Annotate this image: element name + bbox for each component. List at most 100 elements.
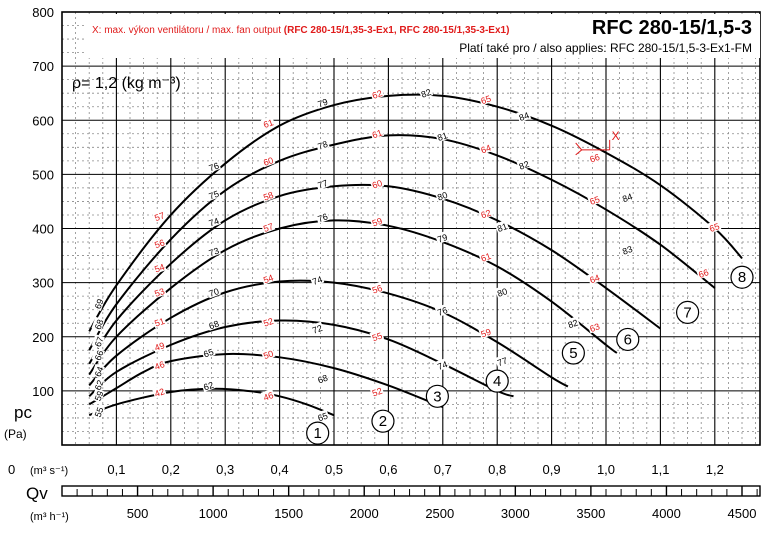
- noise-label: 57: [151, 209, 167, 223]
- y-tick-label: 400: [32, 222, 54, 237]
- efficiency-label-text: 76: [208, 161, 221, 174]
- efficiency-label: 76: [315, 210, 330, 224]
- noise-label-text: 65: [480, 93, 493, 106]
- efficiency-label-bg: [91, 334, 105, 349]
- curve-number-text: 1: [314, 425, 322, 442]
- noise-label: 66: [587, 150, 602, 165]
- noise-label-text: 50: [262, 348, 275, 361]
- efficiency-label-bg: [315, 176, 330, 191]
- efficiency-label-text: 74: [208, 216, 221, 229]
- curve-number-circle: [371, 409, 395, 433]
- efficiency-label: 73: [206, 244, 221, 258]
- fan-curve-7: [88, 134, 716, 351]
- noise-label-text: 61: [371, 128, 384, 141]
- curve-number-circle: [485, 369, 509, 393]
- efficiency-label: 76: [206, 159, 221, 173]
- noise-label-bg: [369, 126, 385, 140]
- efficiency-label-bg: [315, 137, 330, 152]
- x2-tick-label: 3000: [501, 506, 530, 521]
- noise-label: 63: [587, 320, 602, 334]
- efficiency-label-text: 79: [316, 97, 329, 110]
- x-tick-label: 0,8: [488, 462, 506, 477]
- efficiency-label-text: 68: [208, 319, 221, 332]
- x-axis-unit-m3h: (m³ h⁻¹): [30, 511, 69, 523]
- curve-number-text: 2: [379, 413, 387, 430]
- noise-label: 52: [260, 314, 276, 329]
- y-tick-label: 100: [32, 384, 54, 399]
- efficiency-label: 84: [619, 190, 635, 204]
- efficiency-label-text: 64: [93, 365, 106, 378]
- density-label: ρ= 1,2 (kg m⁻³): [72, 75, 181, 92]
- x2-tick-label: 3500: [576, 506, 605, 521]
- noise-label: 60: [369, 176, 385, 191]
- efficiency-label: 77: [315, 176, 330, 191]
- noise-label-bg: [151, 314, 167, 329]
- efficiency-label-text: 78: [316, 139, 329, 152]
- noise-label-text: 53: [153, 286, 166, 299]
- efficiency-label-bg: [309, 272, 325, 287]
- curve-number-circle: [561, 341, 585, 365]
- curve-number-2: 2: [371, 409, 395, 433]
- noise-label: 54: [260, 271, 276, 285]
- grid: [62, 11, 760, 445]
- efficiency-label-bg: [434, 230, 450, 245]
- efficiency-label-bg: [200, 378, 216, 392]
- noise-label: 64: [478, 141, 493, 155]
- efficiency-label: 74: [434, 357, 450, 372]
- efficiency-label-bg: [494, 219, 510, 234]
- efficiency-label-text: 69: [93, 298, 106, 311]
- noise-label-bg: [478, 92, 493, 106]
- efficiency-label-text: 68: [93, 318, 106, 331]
- efficiency-label-text: 77: [316, 178, 329, 191]
- x-tick-label: 1,0: [597, 462, 615, 477]
- x2-tick-label: 2500: [425, 506, 454, 521]
- efficiency-label: 75: [206, 187, 221, 201]
- noise-label-text: 66: [697, 267, 710, 280]
- efficiency-label: 59: [91, 388, 106, 403]
- efficiency-label-bg: [206, 214, 221, 228]
- efficiency-label-text: 68: [316, 373, 329, 386]
- curve-number-circle: [306, 421, 330, 445]
- efficiency-label-bg: [309, 321, 325, 336]
- curve-number-3: 3: [425, 384, 449, 408]
- x-tick-label: 0,7: [434, 462, 452, 477]
- noise-label: 56: [369, 281, 385, 296]
- efficiency-label: 74: [309, 272, 325, 287]
- efficiency-label: 80: [434, 188, 450, 203]
- efficiency-label: 69: [91, 296, 106, 311]
- noise-label: 59: [369, 214, 385, 229]
- noise-label: 50: [260, 347, 276, 361]
- noise-label-bg: [260, 347, 276, 361]
- curve-number-7: 7: [675, 300, 700, 324]
- x-axis-unit-m3s: (m³ s⁻¹): [30, 465, 68, 477]
- noise-label-text: 62: [480, 208, 493, 221]
- efficiency-label-bg: [91, 296, 105, 311]
- noise-label-text: 62: [371, 88, 384, 101]
- efficiency-label: 84: [516, 108, 532, 123]
- efficiency-label: 68: [315, 371, 330, 386]
- noise-label-text: 65: [708, 221, 721, 234]
- efficiency-label: 66: [91, 347, 106, 363]
- noise-label-text: 46: [153, 359, 166, 372]
- y-tick-label: 500: [32, 167, 54, 182]
- efficiency-label-text: 72: [311, 323, 324, 336]
- efficiency-label-text: 65: [316, 411, 329, 424]
- efficiency-label: 77: [494, 354, 510, 368]
- noise-label-bg: [369, 329, 385, 343]
- noise-label-bg: [695, 265, 711, 280]
- noise-label-text: 64: [480, 143, 493, 156]
- efficiency-label: 81: [494, 219, 510, 234]
- curve-number-text: 5: [569, 345, 577, 362]
- x2-tick-label: 1500: [274, 506, 303, 521]
- noise-label-text: 42: [153, 386, 166, 399]
- efficiency-label-bg: [91, 363, 105, 379]
- fan-curve-3: [88, 319, 514, 398]
- noise-label-text: 64: [588, 273, 601, 286]
- legend-box-bg: [84, 14, 760, 58]
- noise-label-text: 58: [262, 190, 275, 203]
- noise-label: 61: [478, 249, 493, 264]
- x2-tick-label: 4000: [652, 506, 681, 521]
- noise-label-bg: [369, 86, 385, 101]
- noise-label-bg: [478, 325, 493, 339]
